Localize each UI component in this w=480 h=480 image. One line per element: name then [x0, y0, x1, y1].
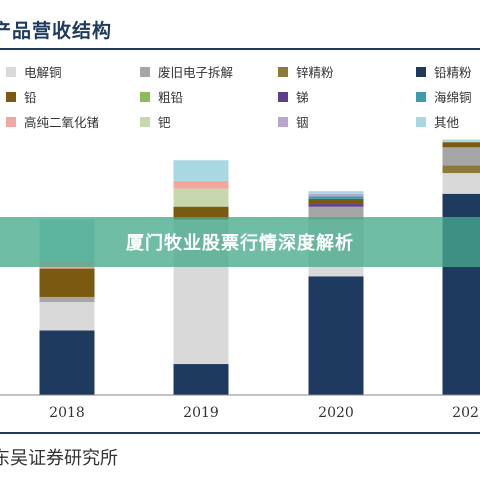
legend-swatch — [6, 91, 16, 102]
legend-label: 铅精粉 — [434, 65, 472, 80]
legend-label: 电解铜 — [24, 65, 62, 80]
legend-item: 锌精粉 — [278, 62, 334, 81]
bar-segment — [442, 165, 480, 174]
legend-item: 海绵铜 — [416, 87, 472, 106]
bar-segment — [442, 142, 480, 148]
legend-swatch — [416, 116, 426, 127]
legend-swatch — [140, 116, 150, 127]
legend-label: 海绵铜 — [434, 90, 472, 105]
bar-segment — [442, 173, 480, 194]
legend-label: 其他 — [434, 115, 460, 130]
legend-item: 粗铅 — [140, 87, 183, 106]
x-tick-label: 2019 — [183, 405, 219, 421]
bar-segment — [308, 193, 364, 197]
legend-item: 废旧电子拆解 — [140, 62, 233, 81]
bar-segment — [308, 276, 364, 395]
legend-item: 其他 — [416, 112, 459, 131]
legend-label: 废旧电子拆解 — [158, 65, 234, 80]
legend-label: 锑 — [296, 90, 309, 105]
legend-label: 高纯二氧化锗 — [24, 115, 100, 130]
legend-swatch — [278, 116, 288, 127]
bar-segment — [39, 296, 95, 303]
bar-segment — [39, 268, 95, 297]
legend-label: 粗铅 — [158, 90, 184, 105]
legend-label: 钯 — [158, 115, 171, 130]
bar-segment — [39, 302, 95, 331]
legend-item: 铟 — [278, 112, 309, 131]
legend-item: 高纯二氧化锗 — [6, 112, 99, 131]
bar-segment — [308, 196, 364, 199]
page-title: 产品营收结构 — [0, 20, 113, 42]
bar-segment — [308, 198, 364, 205]
legend-swatch — [140, 66, 150, 77]
legend-label: 铟 — [296, 115, 309, 130]
legend-item: 铅精粉 — [416, 62, 472, 81]
x-tick-label: 2020 — [318, 405, 354, 421]
bar-segment — [173, 188, 229, 207]
bar-segment — [308, 206, 364, 220]
bottom-divider — [0, 432, 480, 434]
legend-swatch — [278, 91, 288, 102]
legend-item: 钯 — [140, 112, 171, 131]
legend-swatch — [416, 91, 426, 102]
x-tick-label: 2018 — [49, 405, 85, 421]
source-note: 东吴证券研究所 — [0, 448, 118, 469]
bar-segment — [39, 330, 95, 395]
legend-swatch — [6, 66, 16, 77]
bar-segment — [442, 139, 480, 143]
legend-item: 锑 — [278, 87, 309, 106]
bar-segment — [173, 160, 229, 181]
bar-segment — [173, 180, 229, 189]
x-tick-label: 2021 — [452, 405, 480, 421]
title-banner: 厦门牧业股票行情深度解析 — [0, 217, 480, 267]
top-divider — [0, 48, 480, 50]
legend-swatch — [416, 66, 426, 77]
legend-swatch — [140, 91, 150, 102]
legend-label: 铅 — [24, 90, 37, 105]
legend-swatch — [6, 116, 16, 127]
bar-segment — [308, 191, 364, 194]
legend-item: 铅 — [6, 87, 37, 106]
bar-segment — [173, 206, 229, 220]
bar-segment — [442, 147, 480, 166]
banner-title: 厦门牧业股票行情深度解析 — [126, 233, 354, 254]
bar-segment — [173, 364, 229, 395]
bar-segment — [308, 204, 364, 207]
legend-item: 电解铜 — [6, 62, 62, 81]
chart-legend: 电解铜 废旧电子拆解 锌精粉 铅精粉铅 粗铅 锑 海绵铜高纯二氧化锗 钯 铟 其他 — [0, 62, 480, 138]
legend-swatch — [278, 66, 288, 77]
legend-label: 锌精粉 — [296, 65, 334, 80]
